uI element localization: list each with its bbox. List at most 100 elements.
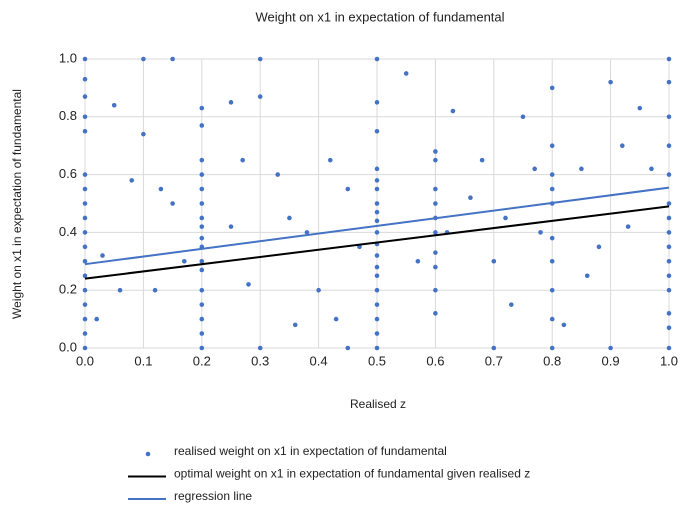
x-tick-label: 0.7 — [485, 353, 503, 368]
scatter-point — [637, 105, 643, 111]
scatter-point — [374, 166, 380, 172]
scatter-point — [549, 287, 555, 293]
scatter-point — [433, 186, 438, 192]
scatter-point — [304, 230, 310, 235]
scatter-point — [257, 94, 263, 99]
scatter-point — [117, 287, 123, 293]
scatter-point — [199, 331, 205, 336]
scatter-point — [374, 209, 380, 215]
legend-label: optimal weight on x1 in expectation of f… — [174, 467, 530, 481]
scatter-point — [374, 230, 380, 235]
scatter-point — [345, 186, 351, 192]
legend-label: regression line — [174, 489, 252, 503]
scatter-point — [374, 100, 380, 105]
scatter-point — [82, 201, 88, 206]
scatter-point — [666, 172, 672, 177]
scatter-point — [433, 149, 438, 154]
scatter-point — [549, 186, 555, 192]
x-tick-label: 0.5 — [368, 353, 386, 368]
scatter-point — [199, 186, 205, 192]
scatter-point — [240, 157, 245, 163]
scatter-point — [374, 201, 380, 206]
scatter-point — [596, 244, 602, 250]
scatter-point — [666, 56, 672, 62]
scatter-point — [503, 215, 508, 221]
x-tick-label: 0.1 — [134, 353, 152, 368]
scatter-point — [82, 56, 88, 62]
scatter-point — [491, 345, 497, 351]
scatter-point — [82, 331, 88, 336]
scatter-point — [199, 224, 205, 229]
scatter-point — [549, 85, 555, 91]
legend-label: realised weight on x1 in expectation of … — [174, 444, 447, 458]
scatter-point — [152, 287, 158, 293]
scatter-point — [625, 224, 631, 229]
scatter-point — [129, 178, 135, 183]
chart-title: Weight on x1 in expectation of fundament… — [255, 9, 504, 24]
scatter-point — [666, 259, 672, 264]
scatter-point — [666, 311, 672, 316]
scatter-point — [228, 100, 234, 105]
scatter-point — [666, 215, 672, 221]
scatter-point — [82, 172, 88, 177]
scatter-point — [549, 259, 555, 264]
x-tick-label: 0.2 — [193, 353, 211, 368]
scatter-point — [509, 302, 514, 307]
scatter-point — [374, 218, 380, 224]
scatter-point — [433, 264, 438, 270]
scatter-point — [374, 345, 380, 351]
scatter-point — [199, 287, 205, 293]
scatter-point — [549, 235, 555, 241]
scatter-point — [374, 264, 380, 270]
scatter-point — [549, 172, 555, 177]
scatter-point — [257, 56, 263, 62]
scatter-point — [374, 302, 380, 307]
scatter-point — [82, 186, 88, 192]
scatter-point — [100, 253, 105, 258]
x-axis-label: Realised z — [350, 397, 406, 411]
scatter-point — [433, 250, 438, 255]
y-tick-label: 0.2 — [59, 282, 77, 297]
scatter-point — [433, 201, 438, 206]
scatter-point — [111, 102, 117, 108]
scatter-point — [257, 345, 263, 351]
scatter-point — [579, 166, 584, 172]
scatter-point — [82, 114, 88, 120]
scatter-point — [199, 302, 205, 307]
x-tick-label: 0.0 — [76, 353, 94, 368]
x-tick-label: 0.3 — [251, 353, 269, 368]
scatter-point — [82, 230, 88, 235]
scatter-point — [538, 230, 543, 235]
scatter-point — [82, 215, 88, 221]
scatter-point — [374, 273, 380, 279]
scatter-point — [170, 201, 175, 206]
scatter-point — [666, 325, 672, 331]
scatter-point — [403, 71, 409, 76]
line — [84, 186, 670, 266]
scatter-point — [608, 79, 613, 85]
scatter-point — [228, 224, 234, 229]
scatter-point — [82, 244, 88, 250]
y-tick-label: 1.0 — [59, 50, 77, 65]
scatter-point — [275, 172, 281, 177]
scatter-point — [415, 259, 421, 264]
x-tick-label: 0.6 — [426, 353, 444, 368]
scatter-point — [374, 128, 380, 134]
scatter-point — [316, 287, 321, 293]
scatter-point — [82, 259, 88, 264]
scatter-point — [666, 143, 672, 148]
scatter-point — [433, 287, 438, 293]
scatter-point — [141, 131, 146, 137]
scatter-point — [666, 273, 672, 279]
scatter-point — [561, 322, 567, 328]
scatter-point — [549, 345, 555, 351]
scatter-point — [199, 345, 205, 351]
y-tick-label: 0.4 — [59, 224, 77, 239]
y-tick-label: 0.0 — [59, 339, 77, 354]
scatter-point — [666, 79, 672, 85]
scatter-point — [666, 345, 672, 351]
scatter-point — [374, 178, 380, 183]
scatter-point — [170, 56, 175, 62]
scatter-point — [608, 345, 613, 351]
